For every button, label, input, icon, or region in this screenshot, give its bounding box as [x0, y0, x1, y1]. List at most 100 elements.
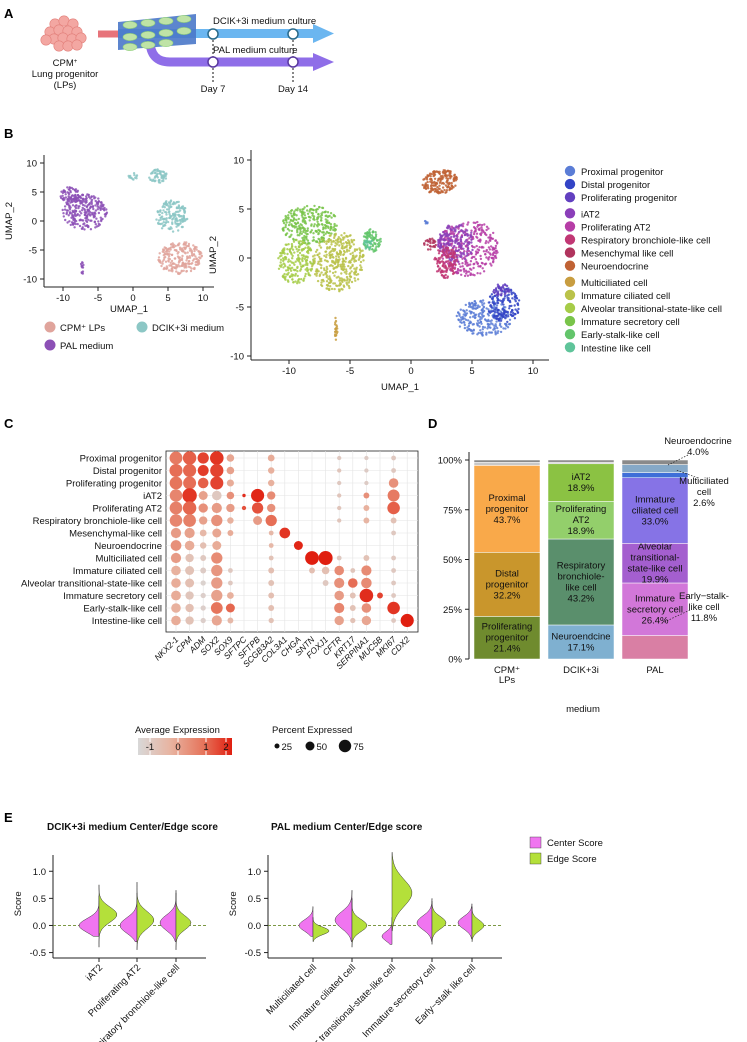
legend-swatch	[564, 208, 576, 219]
umap-point-pal	[74, 222, 77, 226]
umap-point-dcik	[154, 179, 157, 182]
umap-point-proximal	[480, 309, 483, 312]
umap-point-alveolar-transitional	[286, 252, 289, 256]
umap-point-proliferating-at2	[457, 254, 460, 257]
legend-swatch	[564, 342, 576, 353]
umap-point-dcik	[164, 224, 167, 227]
expression-dot	[171, 590, 181, 601]
umap-point-proximal	[482, 309, 486, 313]
umap-point-alveolar-transitional	[279, 261, 282, 264]
umap-point-proximal	[472, 329, 475, 332]
umap-point-respiratory-bronchiole	[455, 258, 458, 261]
y-tick-label: -0.5	[30, 948, 46, 959]
panel-b-label: B	[4, 126, 13, 141]
umap-point-proliferating-at2	[456, 271, 460, 275]
umap-point-proliferating-at2	[494, 239, 497, 242]
expression-dot	[349, 605, 356, 611]
violin-edge-half	[98, 884, 118, 948]
umap-point-proliferating-at2	[477, 249, 481, 252]
umap-point-immature-ciliated	[335, 266, 339, 269]
expression-dot	[334, 590, 345, 601]
segment-label: 26.4%	[642, 615, 669, 626]
umap-point-proliferating-at2	[472, 232, 476, 236]
segment-label: progenitor	[486, 504, 529, 515]
umap-point-proximal	[458, 314, 461, 317]
umap-point-pal	[68, 198, 71, 201]
umap-point-distal	[495, 306, 498, 310]
umap-point-distal	[508, 299, 511, 302]
expression-dot	[185, 591, 194, 600]
umap-point-iat2	[442, 234, 445, 237]
expression-dot	[210, 476, 224, 490]
umap-point-cpm	[187, 265, 190, 268]
umap-point-immature-ciliated	[350, 280, 354, 284]
day14-marker-bottom	[287, 56, 299, 68]
umap-point-neuroendocrine	[432, 174, 435, 178]
pal-culture-label: PAL medium culture	[213, 45, 297, 56]
expression-dot	[267, 467, 275, 474]
umap-point-immature-ciliated	[318, 260, 322, 263]
segment-label: Respiratory	[557, 560, 606, 571]
umap-point-immature-ciliated	[335, 276, 338, 279]
umap-point-immature-ciliated	[349, 252, 352, 256]
umap-point-proximal	[496, 326, 499, 330]
umap-point-distal	[503, 312, 506, 315]
expression-dot	[267, 503, 276, 513]
umap-point-proliferating-progenitor	[508, 288, 511, 292]
umap-point-proximal	[504, 327, 507, 330]
umap-point-dcik	[161, 211, 164, 215]
umap-point-immature-ciliated	[359, 268, 362, 271]
umap-point-pal	[94, 223, 98, 226]
umap-point-cpm	[170, 253, 174, 256]
umap-point-immature-ciliated	[353, 277, 356, 280]
umap-point-iat2	[443, 232, 447, 235]
umap-point-distal	[514, 300, 517, 303]
umap-point-immature-secretory	[297, 217, 300, 221]
umap-point-proliferating-at2	[451, 230, 455, 233]
legend-label: Mesenchymal like cell	[581, 249, 673, 260]
umap-point-early-stalk	[368, 235, 371, 238]
umap-point-proliferating-at2	[492, 248, 496, 251]
umap-point-immature-secretory	[326, 215, 329, 219]
umap-point-distal	[489, 295, 492, 298]
umap-point-immature-ciliated	[340, 246, 343, 250]
legend-label: Distal progenitor	[581, 180, 650, 191]
umap-point-immature-secretory	[287, 214, 290, 217]
umap-point-alveolar-transitional	[307, 248, 310, 252]
segment-label: progenitor	[486, 579, 529, 590]
umap-point-cpm	[175, 265, 178, 268]
umap-point-iat2	[459, 238, 463, 242]
legend-swatch	[529, 852, 542, 865]
expression-dot	[268, 592, 275, 599]
umap-point-immature-secretory	[323, 223, 327, 227]
y-tick-label: 1.0	[248, 867, 261, 878]
umap-point-immature-secretory	[318, 223, 321, 226]
umap-point-immature-ciliated	[340, 234, 343, 237]
expression-dot	[199, 516, 208, 525]
y-tick-label: -5	[236, 303, 244, 314]
umap-point-immature-secretory	[298, 208, 302, 211]
umap-point-proximal	[473, 316, 477, 320]
umap-point-iat2	[443, 238, 446, 241]
umap-point-distal	[497, 309, 500, 312]
umap-point-immature-ciliated	[356, 278, 360, 281]
umap-point-pal	[67, 214, 70, 217]
umap-point-dcik	[173, 213, 177, 217]
umap-point-alveolar-transitional	[293, 263, 296, 266]
umap-point-pal	[76, 196, 79, 200]
row-label: Proliferating progenitor	[66, 478, 162, 489]
umap-point-cpm	[184, 247, 187, 251]
umap-point-alveolar-transitional	[296, 282, 299, 285]
umap-point-neuroendocrine	[438, 170, 441, 173]
umap-point-immature-secretory	[291, 219, 295, 223]
expression-dot	[364, 455, 369, 461]
umap-point-distal	[496, 314, 499, 318]
umap-point-proximal	[497, 330, 500, 333]
umap-point-proximal	[457, 318, 461, 322]
legend-swatch	[564, 329, 576, 340]
umap-point-dcik	[166, 220, 170, 224]
umap-point-neuroendocrine	[438, 184, 441, 187]
expression-dot	[171, 565, 181, 576]
umap-point-immature-secretory	[301, 236, 304, 240]
umap-point-immature-secretory	[321, 211, 324, 214]
